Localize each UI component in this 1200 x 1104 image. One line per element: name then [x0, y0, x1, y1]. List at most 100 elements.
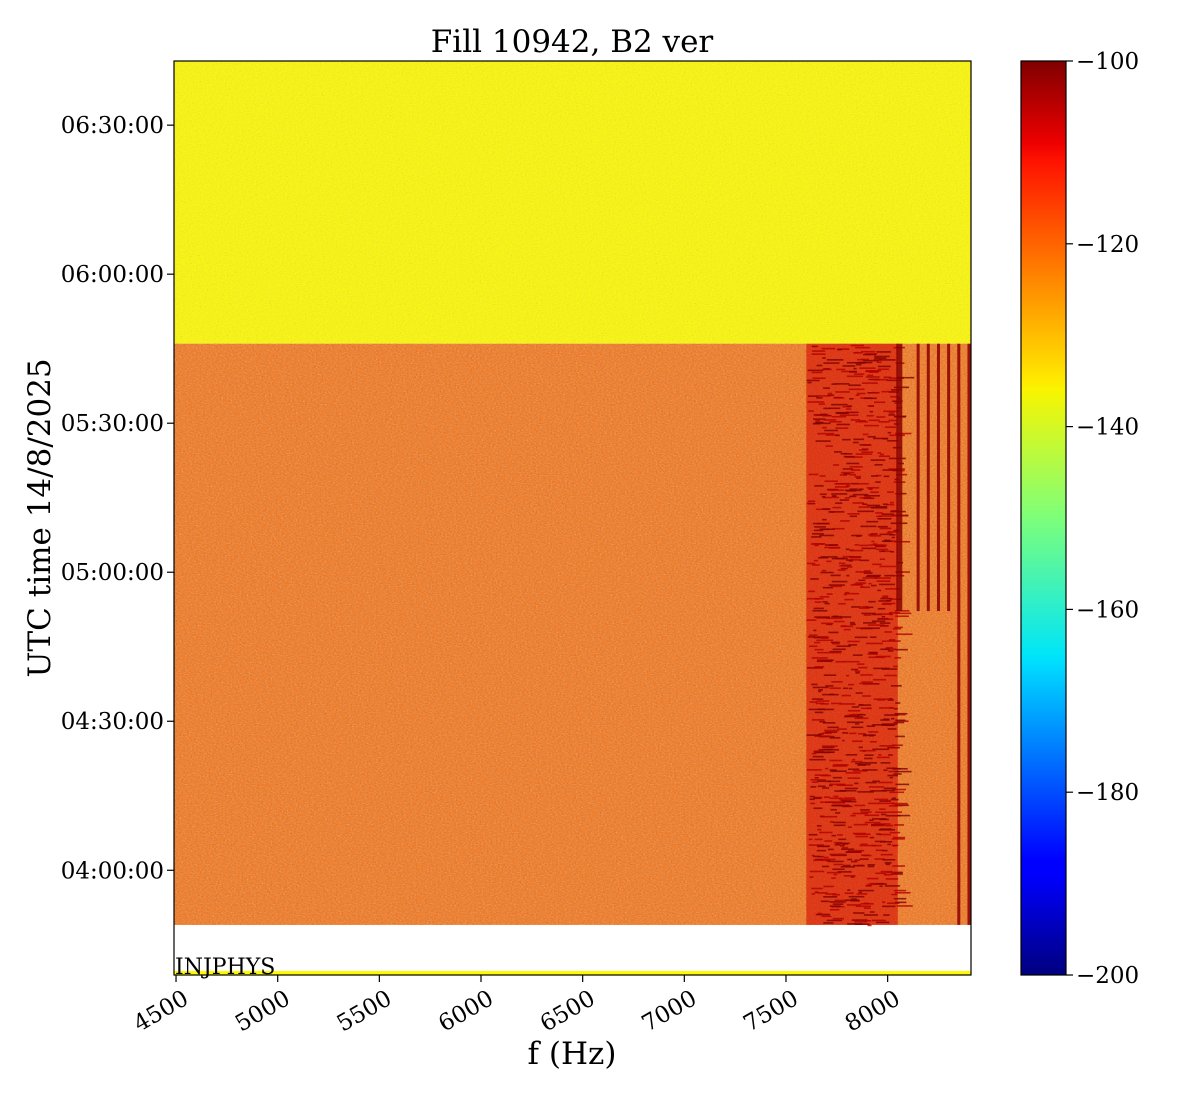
band-streak [849, 488, 858, 490]
band-streak [887, 431, 892, 434]
band-streak [819, 528, 836, 531]
band-streak [881, 849, 888, 852]
band-streak [895, 571, 910, 573]
band-streak [845, 548, 850, 551]
band-streak [855, 453, 873, 455]
band-streak [890, 798, 899, 801]
band-streak [849, 473, 857, 476]
band-streak [831, 495, 837, 497]
band-streak [850, 621, 855, 624]
band-streak [887, 843, 891, 846]
band-streak [893, 773, 902, 775]
band-streak [814, 422, 831, 425]
band-streak [823, 674, 837, 676]
band-streak [832, 802, 845, 804]
band-streak [829, 650, 842, 653]
band-streak [842, 843, 849, 845]
band-streak [868, 731, 879, 733]
band-streak [877, 589, 881, 592]
band-streak [879, 558, 886, 561]
band-streak [830, 808, 837, 811]
band-streak [818, 403, 826, 405]
band-streak [859, 749, 876, 752]
band-streak [887, 650, 894, 652]
band-streak [850, 559, 861, 561]
band-streak [883, 376, 892, 379]
band-streak [861, 358, 870, 361]
band-streak [861, 605, 869, 608]
band-streak [880, 625, 889, 627]
band-streak [850, 419, 860, 421]
band-streak [877, 368, 890, 371]
band-streak [876, 580, 891, 582]
band-streak [816, 397, 823, 399]
band-streak [816, 780, 832, 783]
band-streak [852, 502, 864, 504]
band-streak [849, 515, 857, 518]
band-streak [816, 849, 827, 852]
band-streak [838, 602, 846, 605]
band-streak [868, 488, 873, 490]
band-streak [893, 897, 907, 900]
band-streak [842, 805, 853, 808]
x-axis: 4500 5000 5500 6000 6500 7000 7500 8000 [129, 975, 905, 1038]
band-streak [893, 423, 899, 425]
band-streak [812, 543, 825, 545]
band-streak [863, 914, 878, 916]
band-streak [813, 629, 817, 632]
band-streak [820, 801, 835, 803]
band-streak [861, 451, 874, 454]
band-streak [880, 597, 893, 600]
band-streak [897, 376, 915, 379]
band-streak [840, 845, 845, 847]
band-streak [856, 392, 866, 395]
band-streak [834, 483, 850, 485]
band-streak [822, 865, 830, 868]
band-streak [860, 674, 873, 676]
band-streak [847, 889, 851, 891]
band-streak [855, 346, 870, 349]
band-streak [812, 686, 829, 689]
band-streak [835, 427, 849, 429]
band-streak [842, 468, 853, 470]
band-streak [893, 889, 907, 892]
band-streak [886, 640, 901, 642]
band-streak [821, 569, 827, 572]
band-streak [822, 518, 827, 521]
band-streak [839, 414, 856, 416]
band-streak [854, 921, 867, 923]
band-streak [833, 620, 845, 623]
band-streak [864, 821, 881, 824]
band-streak [831, 415, 847, 418]
band-streak [813, 796, 823, 799]
band-streak [846, 375, 863, 378]
band-streak [830, 585, 842, 588]
band-streak [870, 459, 886, 461]
band-streak [865, 781, 877, 784]
band-streak [818, 395, 831, 397]
band-streak [891, 873, 903, 875]
band-streak [820, 413, 828, 416]
y-tick-label: 05:30:00 [61, 411, 164, 437]
band-streak [818, 831, 833, 834]
x-tick-label: 8000 [841, 986, 905, 1038]
band-streak [816, 364, 823, 367]
band-streak [807, 381, 812, 384]
band-streak [810, 779, 826, 781]
band-streak [837, 728, 847, 730]
band-streak [884, 631, 892, 633]
band-streak [873, 698, 891, 700]
band-streak [874, 357, 887, 360]
band-streak [837, 834, 843, 836]
band-streak [830, 854, 847, 857]
band-streak [855, 414, 859, 416]
band-streak [886, 531, 892, 534]
band-streak [888, 611, 901, 614]
band-streak [810, 786, 817, 788]
band-streak [851, 534, 863, 537]
band-streak [882, 901, 886, 903]
band-streak [828, 547, 841, 549]
band-streak [808, 833, 818, 836]
band-streak [887, 746, 900, 749]
band-streak [879, 808, 886, 810]
